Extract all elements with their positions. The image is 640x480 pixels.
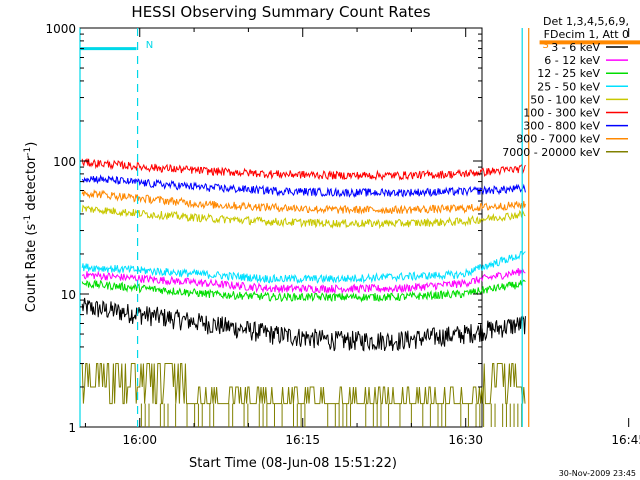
x-tick-label: 16:30 [448,433,483,447]
chart-title: HESSI Observing Summary Count Rates [131,3,430,21]
legend: Det 1,3,4,5,6,9, FDecim 1, Att 0 3 - 6 k… [502,15,629,159]
y-axis-label-mid: detector [24,155,39,215]
series-5 [81,158,526,181]
legend-entry-label: 7000 - 20000 keV [502,146,600,159]
series-1 [81,268,526,295]
plot-frame [79,27,483,428]
legend-entry-label: 300 - 800 keV [523,120,600,133]
series-2 [81,279,526,303]
series-8 [81,363,526,405]
y-tick-label: 100 [53,155,76,169]
flag-label-n: N [146,40,153,51]
series-line [81,189,526,215]
series-line [81,268,526,295]
series-0 [81,297,526,352]
legend-entry-label: 50 - 100 keV [530,93,600,106]
series-line [81,297,526,352]
y-axis-label-sup1: -1 [23,215,33,224]
series-line [81,363,526,405]
series-4 [81,204,526,230]
legend-entry-label: 3 - 6 keV [551,41,600,54]
y-axis-label-sup2: -1 [23,147,33,156]
series-7 [81,189,526,215]
y-tick-label: 1000 [45,22,76,36]
timestamp: 30-Nov-2009 23:45 [559,469,636,478]
y-axis-label-main: Count Rate (s [24,224,39,313]
series-6 [81,174,526,198]
series-line [81,250,526,285]
y-tick-label: 10 [61,288,76,302]
legend-entry-label: 100 - 300 keV [523,107,600,120]
y-tick-label: 1 [68,421,76,435]
series-line [81,204,526,230]
x-tick-label: 16:15 [285,433,320,447]
series-3 [81,250,526,285]
legend-entry-label: 800 - 7000 keV [516,133,600,146]
legend-header-line-2: FDecim 1, Att 0 [544,28,629,41]
series-line [81,158,526,181]
legend-entry-label: 6 - 12 keV [544,54,600,67]
series-line [81,174,526,198]
legend-header-line-1: Det 1,3,4,5,6,9, [543,15,629,28]
y-axis-label-end: ) [24,142,39,147]
flag-label-s: S [542,40,548,51]
x-axis-label: Start Time (08-Jun-08 15:51:22) [189,456,397,471]
y-axis-label: Count Rate (s-1 detector-1) [23,142,39,313]
x-tick-label: 16:45 [611,433,640,447]
x-tick-label: 16:00 [122,433,157,447]
series-line [81,279,526,303]
legend-entry-label: 25 - 50 keV [537,80,600,93]
legend-entry-label: 12 - 25 keV [537,67,600,80]
